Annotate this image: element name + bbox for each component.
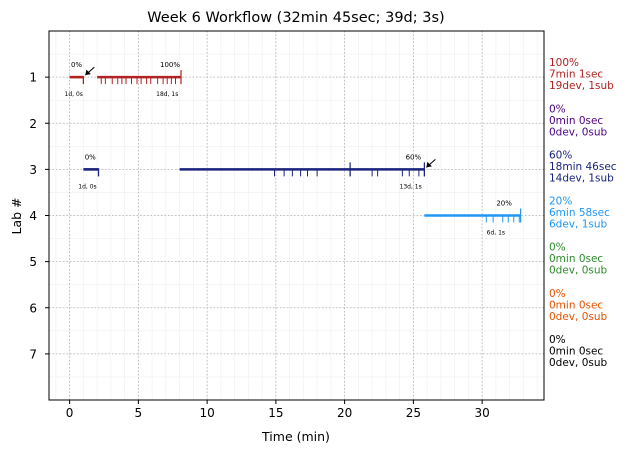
lab-summary-line: 0min 0sec <box>549 115 603 127</box>
x-tick-label: 20 <box>337 406 352 420</box>
x-tick-label: 0 <box>66 406 74 420</box>
lab-summary-line: 0% <box>549 288 566 300</box>
lab-summary-line: 0dev, 0sub <box>549 126 608 138</box>
chart-title: Week 6 Workflow (32min 45sec; 39d; 3s) <box>147 10 444 26</box>
lab-summary-line: 18min 46sec <box>549 161 617 173</box>
end-percent-label: 100% <box>160 61 180 69</box>
x-tick-label: 30 <box>474 406 489 420</box>
start-percent-label: 0% <box>85 153 96 161</box>
x-tick-label: 15 <box>268 406 283 420</box>
start-duration-label: 1d, 0s <box>65 91 83 98</box>
lab-summary-line: 0min 0sec <box>549 345 603 357</box>
end-percent-label: 60% <box>406 153 422 161</box>
lab-summary-line: 20% <box>549 196 572 208</box>
end-duration-label: 13d, 1s <box>400 183 422 190</box>
lab-summary-line: 0min 0sec <box>549 253 603 265</box>
y-tick-label: 6 <box>29 301 37 315</box>
lab-summary-line: 6min 58sec <box>549 207 610 219</box>
y-tick-label: 3 <box>29 163 37 177</box>
lab-summary-line: 100% <box>549 57 579 69</box>
plot-area: 0 5 10 15 20 25 30 1 2 3 4 5 6 7 0% 1d, 0s 100% 18d, 1s 0%… <box>29 30 545 420</box>
annotation-arrowhead <box>85 69 91 76</box>
lab-summary-line: 6dev, 1sub <box>549 219 608 231</box>
lab-summary-line: 0dev, 0sub <box>549 311 608 323</box>
x-axis-label: Time (min) <box>261 429 330 444</box>
lab-summary-line: 0% <box>549 103 566 115</box>
lab-summary-line: 0% <box>549 334 566 346</box>
lab-summary-line: 0dev, 0sub <box>549 265 608 277</box>
start-percent-label: 0% <box>71 61 82 69</box>
x-tick-label: 5 <box>135 406 143 420</box>
y-tick-label: 7 <box>29 347 37 361</box>
end-percent-label: 20% <box>496 200 512 208</box>
lab-summary-line: 0% <box>549 242 566 254</box>
lab-summary-line: 0min 0sec <box>549 299 603 311</box>
annotation-arrowhead <box>426 161 432 168</box>
end-duration-label: 18d, 1s <box>156 91 178 98</box>
y-tick-label: 5 <box>29 255 37 269</box>
y-tick-label: 1 <box>29 71 37 85</box>
y-axis-label: Lab # <box>9 197 24 234</box>
x-tick-label: 25 <box>406 406 421 420</box>
lab-summary-line: 60% <box>549 149 572 161</box>
end-duration-label: 6d, 1s <box>487 230 505 237</box>
x-tick-label: 10 <box>199 406 214 420</box>
y-tick-label: 2 <box>29 117 37 131</box>
y-tick-label: 4 <box>29 209 37 223</box>
lab-summary-line: 19dev, 1sub <box>549 80 614 92</box>
start-duration-label: 1d, 0s <box>78 183 96 190</box>
lab-summary-line: 7min 1sec <box>549 69 603 81</box>
lab-summary-line: 14dev, 1sub <box>549 172 614 184</box>
lab-summary-line: 0dev, 0sub <box>549 357 608 369</box>
